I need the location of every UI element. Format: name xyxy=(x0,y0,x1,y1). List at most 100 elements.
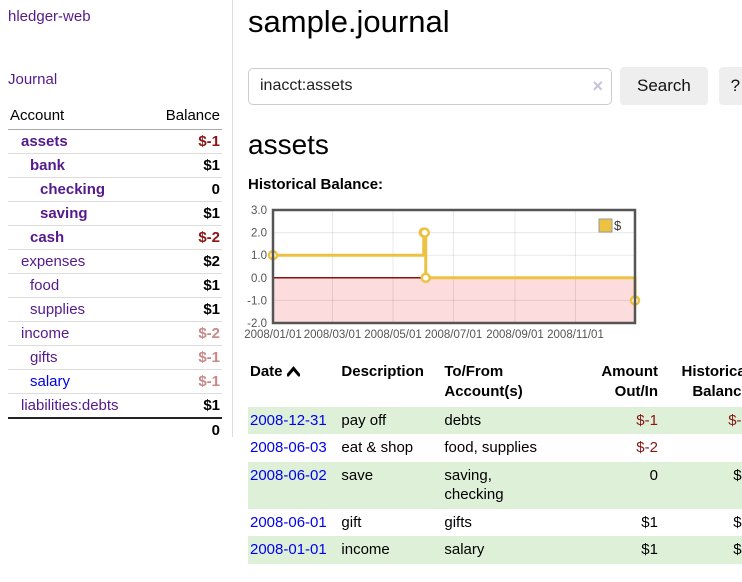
transaction-description: save xyxy=(339,462,442,509)
account-row-salary: salary $-1 xyxy=(8,370,222,394)
svg-text:2008/01/01: 2008/01/01 xyxy=(244,329,302,341)
transactions-header-row: Date Description To/From Account(s) Amou… xyxy=(248,360,742,407)
svg-text:2008/11/01: 2008/11/01 xyxy=(547,329,604,341)
svg-text:-1.0: -1.0 xyxy=(247,295,267,307)
account-balance: $-1 xyxy=(149,130,222,154)
transaction-row[interactable]: 2008-12-31 pay off debts $-1 $-1 xyxy=(248,407,742,435)
account-link-income[interactable]: income xyxy=(21,325,69,342)
col-description: Description xyxy=(339,360,442,407)
transactions-table: Date Description To/From Account(s) Amou… xyxy=(248,360,742,564)
account-row-supplies: supplies $1 xyxy=(8,298,222,322)
account-balance: $1 xyxy=(149,298,222,322)
sidebar: hledger-web Journal Account Balance asse… xyxy=(0,0,233,437)
account-row-assets: assets $-1 xyxy=(8,130,222,154)
svg-text:1.0: 1.0 xyxy=(251,250,267,262)
transaction-date-link[interactable]: 2008-12-31 xyxy=(250,412,327,429)
clear-search-icon[interactable]: × xyxy=(592,76,603,96)
account-row-saving: saving $1 xyxy=(8,202,222,226)
sort-ascending-icon xyxy=(287,363,300,383)
transaction-description: income xyxy=(339,536,442,564)
svg-text:2.0: 2.0 xyxy=(251,228,267,240)
account-link-liabilities-debts[interactable]: liabilities:debts xyxy=(21,397,119,414)
account-link-supplies[interactable]: supplies xyxy=(30,301,85,318)
page-title: sample.journal xyxy=(248,4,742,40)
brand-link[interactable]: hledger-web xyxy=(8,8,91,25)
transaction-amount: 0 xyxy=(551,462,660,509)
transaction-balance: $2 xyxy=(660,509,742,537)
account-balance: $-2 xyxy=(149,322,222,346)
transaction-date-link[interactable]: 2008-06-02 xyxy=(250,467,327,484)
transaction-accounts: food, supplies xyxy=(442,434,551,462)
transaction-balance: $-1 xyxy=(660,407,742,435)
account-link-saving[interactable]: saving xyxy=(40,205,88,222)
transaction-description: eat & shop xyxy=(339,434,442,462)
account-balance: $2 xyxy=(149,250,222,274)
col-historical-balance: Historical Balance xyxy=(660,360,742,407)
account-balance: $-1 xyxy=(149,370,222,394)
account-link-checking[interactable]: checking xyxy=(40,181,105,198)
svg-text:$: $ xyxy=(614,218,622,233)
account-link-cash[interactable]: cash xyxy=(30,229,64,246)
transaction-amount: $1 xyxy=(551,509,660,537)
account-row-gifts: gifts $-1 xyxy=(8,346,222,370)
transaction-row[interactable]: 2008-06-01 gift gifts $1 $2 xyxy=(248,509,742,537)
account-link-gifts[interactable]: gifts xyxy=(30,349,58,366)
help-button[interactable]: ? xyxy=(719,67,742,105)
transaction-row[interactable]: 2008-06-02 save saving, checking 0 $2 xyxy=(248,462,742,509)
transaction-row[interactable]: 2008-01-01 income salary $1 $1 xyxy=(248,536,742,564)
account-balance: $-2 xyxy=(149,226,222,250)
transaction-balance: $2 xyxy=(660,462,742,509)
account-row-cash: cash $-2 xyxy=(8,226,222,250)
chart-title: Historical Balance: xyxy=(248,176,742,193)
svg-text:0.0: 0.0 xyxy=(251,273,267,285)
accounts-total-row: 0 xyxy=(8,418,222,442)
transaction-accounts: debts xyxy=(442,407,551,435)
account-heading: assets xyxy=(248,129,742,161)
sidebar-item-journal[interactable]: Journal xyxy=(8,71,57,88)
account-row-checking: checking 0 xyxy=(8,178,222,202)
transaction-accounts: gifts xyxy=(442,509,551,537)
transaction-accounts: salary xyxy=(442,536,551,564)
transaction-description: gift xyxy=(339,509,442,537)
col-date[interactable]: Date xyxy=(248,360,339,407)
svg-text:2008/07/01: 2008/07/01 xyxy=(425,329,483,341)
account-row-expenses: expenses $2 xyxy=(8,250,222,274)
svg-text:3.0: 3.0 xyxy=(251,205,267,217)
search-button[interactable]: Search xyxy=(620,67,708,105)
transaction-amount: $-2 xyxy=(551,434,660,462)
account-link-bank[interactable]: bank xyxy=(30,157,65,174)
app-layout: hledger-web Journal Account Balance asse… xyxy=(0,0,742,564)
svg-text:2008/09/01: 2008/09/01 xyxy=(486,329,544,341)
transaction-date-link[interactable]: 2008-06-03 xyxy=(250,439,327,456)
transaction-row[interactable]: 2008-06-03 eat & shop food, supplies $-2… xyxy=(248,434,742,462)
account-balance: $1 xyxy=(149,202,222,226)
transaction-description: pay off xyxy=(339,407,442,435)
transaction-balance: 0 xyxy=(660,434,742,462)
search-bar: × Search ? xyxy=(248,67,742,105)
transaction-date-link[interactable]: 2008-06-01 xyxy=(250,514,327,531)
account-balance: $1 xyxy=(149,394,222,419)
account-balance: $1 xyxy=(149,274,222,298)
account-link-expenses[interactable]: expenses xyxy=(21,253,85,270)
accounts-col-balance: Balance xyxy=(149,105,222,130)
account-link-salary[interactable]: salary xyxy=(30,373,70,390)
accounts-total-balance: 0 xyxy=(149,418,222,442)
historical-balance-chart[interactable]: $3.02.01.00.0-1.0-2.02008/01/012008/03/0… xyxy=(240,204,742,346)
account-row-liabilities-debts: liabilities:debts $1 xyxy=(8,394,222,419)
accounts-table: Account Balance assets $-1 bank $1 check… xyxy=(8,105,222,442)
account-balance: $1 xyxy=(149,154,222,178)
search-input[interactable] xyxy=(248,68,612,105)
main-content: sample.journal × Search ? assets Histori… xyxy=(233,0,742,564)
svg-text:2008/03/01: 2008/03/01 xyxy=(304,329,362,341)
account-balance: 0 xyxy=(149,178,222,202)
transaction-accounts: saving, checking xyxy=(442,462,551,509)
account-row-food: food $1 xyxy=(8,274,222,298)
transaction-date-link[interactable]: 2008-01-01 xyxy=(250,541,327,558)
transaction-amount: $-1 xyxy=(551,407,660,435)
account-balance: $-1 xyxy=(149,346,222,370)
col-accounts: To/From Account(s) xyxy=(442,360,551,407)
account-link-assets[interactable]: assets xyxy=(21,133,68,150)
account-link-food[interactable]: food xyxy=(30,277,59,294)
accounts-header-row: Account Balance xyxy=(8,105,222,130)
svg-text:2008/05/01: 2008/05/01 xyxy=(364,329,422,341)
